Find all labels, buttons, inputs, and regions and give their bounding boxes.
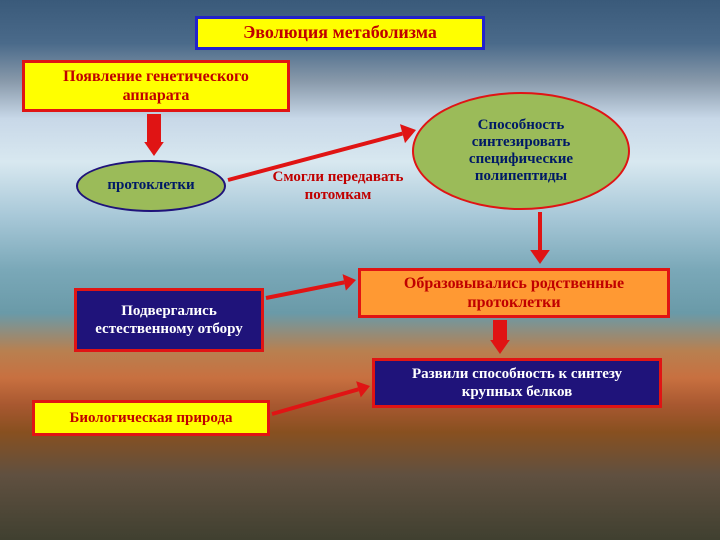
protocells-text: протоклетки xyxy=(107,177,194,194)
transmit-text-label: Смогли передавать потомкам xyxy=(238,168,438,204)
large-proteins-text: Развили способность к синтезу крупных бе… xyxy=(383,365,651,401)
natural-selection-box: Подвергались естественному отбору xyxy=(74,288,264,352)
title-box: Эволюция метаболизма xyxy=(195,16,485,50)
transmit-text: Смогли передавать потомкам xyxy=(273,169,404,203)
biological-nature-text: Биологическая природа xyxy=(69,409,232,427)
biological-nature-box: Биологическая природа xyxy=(32,400,270,436)
title-text: Эволюция метаболизма xyxy=(243,22,437,44)
ability-ellipse: Способность синтезировать специфические … xyxy=(412,92,630,210)
related-protocells-box: Образовывались родственные протоклетки xyxy=(358,268,670,318)
related-protocells-text: Образовывались родственные протоклетки xyxy=(369,274,659,312)
protocells-ellipse: протоклетки xyxy=(76,160,226,212)
genetic-apparatus-box: Появление генетического аппарата xyxy=(22,60,290,112)
ability-text: Способность синтезировать специфические … xyxy=(428,117,614,186)
large-proteins-box: Развили способность к синтезу крупных бе… xyxy=(372,358,662,408)
natural-selection-text: Подвергались естественному отбору xyxy=(85,302,253,338)
genetic-apparatus-text: Появление генетического аппарата xyxy=(33,67,279,105)
